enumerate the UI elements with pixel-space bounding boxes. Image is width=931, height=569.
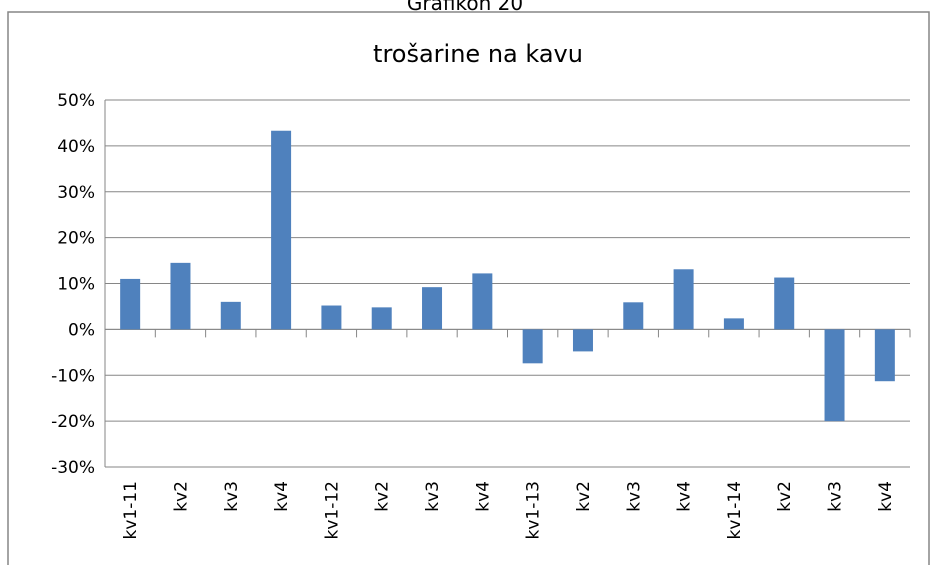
x-tick-label: kv3 [423,481,443,512]
x-tick-label: kv1-14 [725,481,745,540]
bar [572,329,593,352]
bar [673,269,694,330]
y-tick-label: 50% [57,91,95,111]
y-tick-label: -20% [51,412,95,432]
bar [170,262,191,330]
x-tick-label: kv4 [876,481,896,512]
y-tick-label: 0% [68,320,95,340]
x-tick-label: kv1-12 [322,481,342,540]
x-tick-label: kv3 [826,481,846,512]
x-tick-label: kv2 [775,481,795,512]
x-tick-label: kv2 [171,481,191,512]
bar [271,130,292,330]
chart-frame [7,11,930,565]
y-tick-label: 40% [57,137,95,157]
y-tick-label: 10% [57,275,95,295]
x-tick-label: kv4 [272,481,292,512]
bar [723,318,744,330]
x-tick-label: kv4 [675,481,695,512]
y-tick-label: 30% [57,183,95,203]
figure-heading: Grafikon 20 [407,0,523,15]
x-tick-label: kv1-13 [524,481,544,540]
bar [321,305,342,330]
bar [874,329,895,382]
bar [371,307,392,330]
y-tick-label: -10% [51,366,95,386]
bar [774,277,795,330]
bar [120,278,141,330]
x-tick-label: kv2 [574,481,594,512]
bar [472,273,493,330]
bar [422,287,443,330]
x-tick-label: kv4 [473,481,493,512]
x-tick-label: kv3 [222,481,242,512]
bar [220,301,241,330]
y-tick-label: -30% [51,458,95,478]
x-tick-label: kv3 [624,481,644,512]
bar [824,329,845,422]
x-tick-label: kv2 [373,481,393,512]
bar [522,329,543,364]
y-tick-label: 20% [57,229,95,249]
x-tick-label: kv1-11 [121,481,141,540]
chart-title: trošarine na kavu [373,40,583,68]
bar [623,302,644,330]
